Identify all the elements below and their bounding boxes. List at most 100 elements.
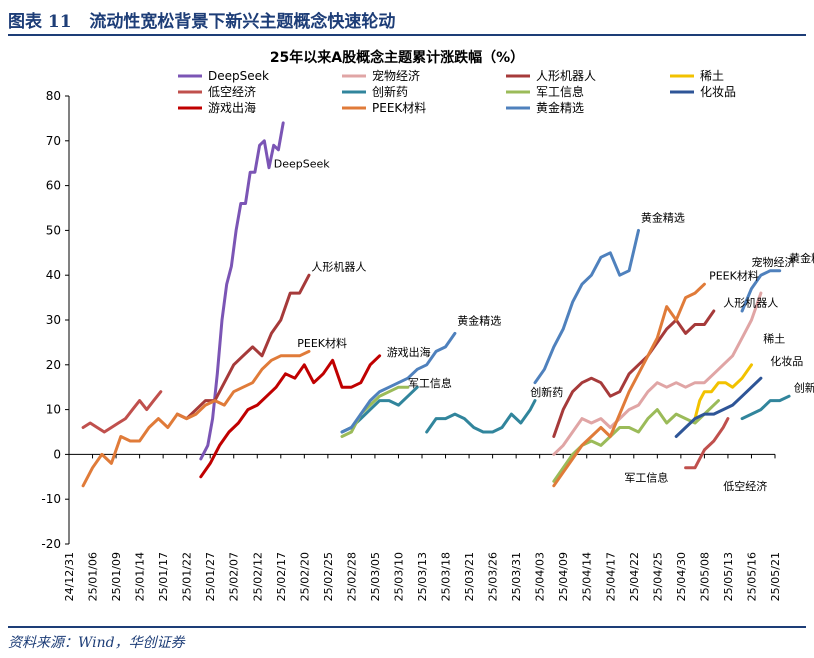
series-annotation: PEEK材料	[709, 269, 759, 283]
series-line	[199, 121, 285, 461]
x-tick-label: 25/01/17	[157, 552, 170, 601]
legend-label: 创新药	[372, 84, 408, 99]
y-tick-label: 60	[46, 179, 61, 193]
legend-label: 宠物经济	[372, 68, 420, 83]
x-tick-label: 25/03/18	[440, 552, 453, 601]
y-tick-label: 40	[46, 268, 61, 282]
x-tick-label: 25/04/17	[604, 552, 617, 601]
y-tick-label: 20	[46, 358, 61, 372]
legend-label: 化妆品	[700, 85, 736, 99]
x-tick-label: 25/05/16	[745, 552, 758, 601]
y-tick-label: 10	[46, 403, 61, 417]
legend-label: DeepSeek	[208, 69, 269, 83]
figure-header: 图表 11 流动性宽松背景下新兴主题概念快速轮动	[8, 4, 806, 36]
x-tick-label: 25/05/13	[722, 552, 735, 601]
y-tick-label: 50	[46, 223, 61, 237]
figure-number: 图表 11	[8, 12, 72, 32]
series-line	[552, 282, 706, 488]
series-line	[425, 399, 537, 434]
x-tick-label: 25/05/21	[769, 552, 782, 601]
series-line	[740, 394, 791, 421]
x-tick-label: 25/01/09	[110, 552, 123, 601]
series-annotation: 黄金精选	[457, 313, 501, 327]
legend-label: 低空经济	[208, 84, 256, 99]
series-line	[740, 269, 782, 313]
series-line	[693, 363, 753, 421]
x-tick-label: 25/02/17	[275, 552, 288, 601]
figure-caption: 流动性宽松背景下新兴主题概念快速轮动	[89, 12, 396, 32]
series-line	[552, 309, 716, 438]
series-annotation: 稀土	[763, 332, 785, 345]
legend-label: 军工信息	[536, 84, 584, 99]
series-line	[199, 354, 382, 479]
x-tick-label: 25/04/25	[651, 552, 664, 601]
y-tick-label: 70	[46, 134, 61, 148]
x-tick-label: 25/04/09	[557, 552, 570, 601]
x-tick-label: 25/02/25	[322, 552, 335, 601]
series-annotation: 人形机器人	[723, 296, 778, 310]
series-annotation: 游戏出海	[387, 345, 431, 359]
y-tick-label: -20	[41, 537, 61, 551]
y-tick-label: 80	[46, 89, 61, 103]
series-annotation: 宠物经济	[751, 255, 795, 269]
x-tick-label: 25/02/07	[228, 552, 241, 601]
x-tick-label: 25/03/13	[416, 552, 429, 601]
series-annotation: 军工信息	[624, 470, 668, 484]
legend-label: 游戏出海	[208, 100, 256, 115]
x-tick-label: 25/04/14	[581, 552, 594, 601]
x-tick-label: 25/01/14	[134, 552, 147, 601]
series-annotation: 黄金精选	[641, 210, 685, 224]
series-line	[340, 331, 457, 434]
y-tick-label: -10	[41, 492, 61, 506]
x-tick-label: 25/02/28	[345, 552, 358, 601]
series-line	[533, 228, 640, 385]
series-line	[81, 390, 163, 434]
series-annotation: PEEK材料	[297, 336, 347, 350]
x-tick-label: 25/04/22	[628, 552, 641, 601]
chart-series	[81, 121, 791, 488]
series-line	[674, 376, 763, 438]
x-tick-label: 25/03/10	[392, 552, 405, 601]
legend-label: PEEK材料	[372, 101, 426, 115]
x-tick-label: 25/03/05	[369, 552, 382, 601]
series-annotation: 低空经济	[723, 479, 767, 493]
series-annotation: 化妆品	[770, 354, 803, 368]
series-annotation: DeepSeek	[274, 158, 331, 171]
legend-label: 人形机器人	[536, 69, 596, 83]
y-tick-label: 30	[46, 313, 61, 327]
series-annotation: 创新药	[530, 385, 563, 399]
series-line	[175, 273, 311, 421]
series-line	[340, 385, 410, 438]
x-tick-label: 25/02/20	[298, 552, 311, 601]
x-tick-label: 25/05/08	[698, 552, 711, 601]
x-tick-label: 25/03/21	[463, 552, 476, 601]
x-tick-label: 25/01/22	[181, 552, 194, 601]
series-line	[684, 417, 730, 470]
x-tick-label: 25/01/06	[87, 552, 100, 601]
footer-divider	[8, 626, 806, 628]
series-annotation: 黄金精选	[789, 251, 814, 265]
chart-title: 25年以来A股概念主题累计涨跌幅（%）	[270, 49, 524, 66]
series-annotation: 军工信息	[408, 376, 452, 390]
y-tick-label: 0	[53, 447, 61, 461]
x-tick-label: 25/02/12	[251, 552, 264, 601]
x-tick-label: 25/01/27	[204, 552, 217, 601]
source-note: 资料来源：Wind，华创证券	[8, 635, 185, 651]
header-divider	[8, 34, 806, 36]
x-tick-label: 25/04/30	[675, 552, 688, 601]
x-tick-label: 24/12/31	[63, 552, 76, 601]
figure-title: 图表 11 流动性宽松背景下新兴主题概念快速轮动	[8, 7, 395, 32]
x-tick-label: 25/04/03	[534, 552, 547, 601]
legend-label: 黄金精选	[536, 100, 584, 115]
x-tick-label: 25/03/31	[510, 552, 523, 601]
series-line	[552, 291, 763, 456]
series-annotation: 创新药	[794, 381, 814, 395]
legend-label: 稀土	[700, 69, 724, 83]
series-line	[81, 349, 311, 488]
series-annotation: 人形机器人	[311, 260, 366, 274]
chart-annotations: DeepSeek人形机器人PEEK材料游戏出海黄金精选军工信息创新药黄金精选PE…	[274, 158, 814, 494]
x-tick-label: 25/03/26	[487, 552, 500, 601]
